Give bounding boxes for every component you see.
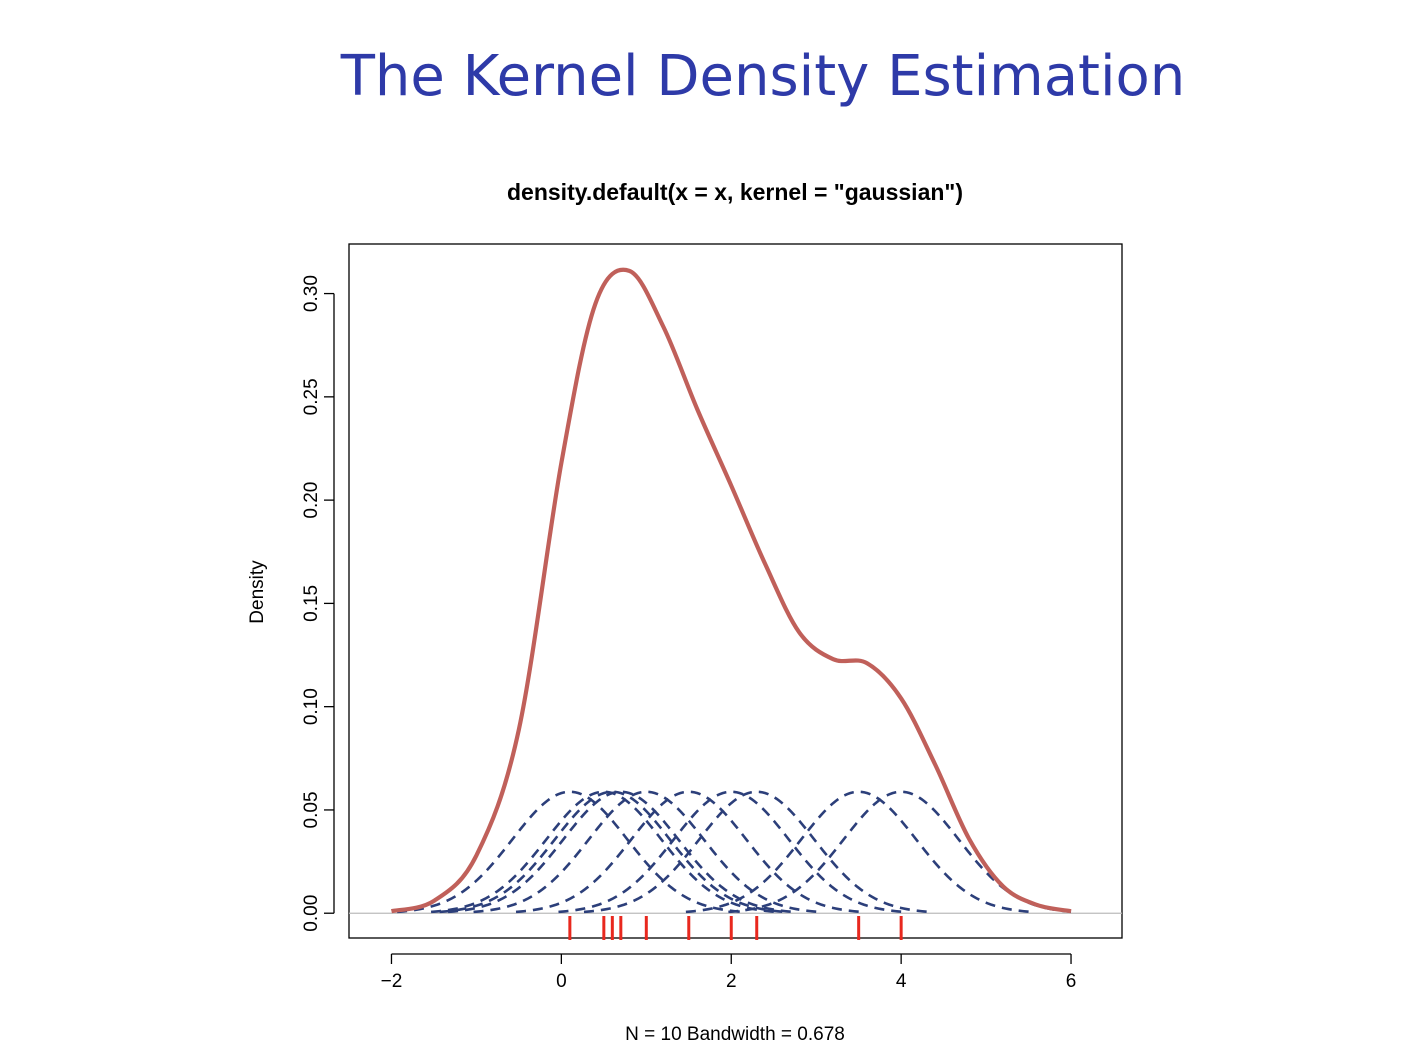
kernels-group <box>396 790 1075 914</box>
x-axis-label: N = 10 Bandwidth = 0.678 <box>625 1024 845 1045</box>
y-tick-label: 0.20 <box>301 482 322 519</box>
kernel-curve <box>583 790 930 914</box>
kernel-curve <box>728 790 1075 914</box>
y-tick-label: 0.10 <box>301 688 322 725</box>
y-axis: 0.00 0.05 0.10 0.15 0.20 0.25 0.30 <box>301 275 335 932</box>
y-tick-label: 0.05 <box>301 791 322 828</box>
plot-frame <box>348 243 1123 939</box>
kernel-curve <box>396 790 743 914</box>
y-tick-label: 0.25 <box>301 378 322 415</box>
y-tick-label: 0.30 <box>301 275 322 312</box>
x-tick-label: 2 <box>726 971 737 992</box>
kernel-curve <box>558 790 905 914</box>
rug-group <box>568 916 903 940</box>
plot-frame-group <box>348 243 1123 939</box>
x-tick-label: 6 <box>1066 971 1077 992</box>
density-group <box>390 267 1072 914</box>
kernel-curve <box>515 790 862 914</box>
plot-title: density.default(x = x, kernel = "gaussia… <box>507 179 963 205</box>
y-tick-label: 0.15 <box>301 585 322 622</box>
x-tick-label: 0 <box>556 971 567 992</box>
x-tick-label: −2 <box>381 971 403 992</box>
kernel-curve <box>685 790 1032 914</box>
density-curve <box>390 267 1072 914</box>
y-tick-label: 0.00 <box>301 895 322 932</box>
x-axis: −2 0 2 4 6 <box>381 953 1077 992</box>
slide-title: The Kernel Density Estimation <box>340 44 1186 109</box>
x-tick-label: 4 <box>896 971 907 992</box>
y-axis-label: Density <box>247 560 268 624</box>
kernel-curve <box>430 790 777 914</box>
kernel-curve <box>473 790 820 914</box>
kernel-curve <box>439 790 786 914</box>
kernel-curve <box>447 790 794 914</box>
